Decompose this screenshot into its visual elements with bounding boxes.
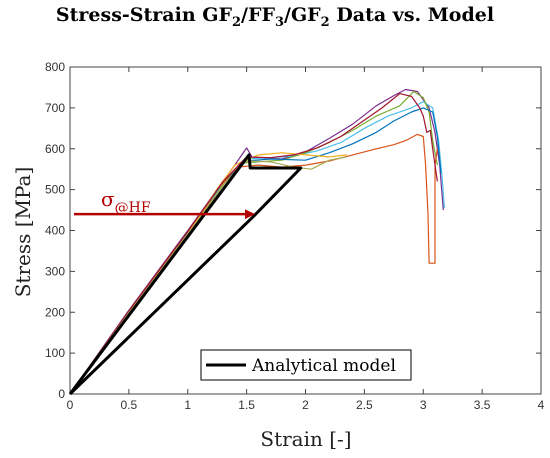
x-tick-label: 1.5 bbox=[238, 398, 255, 412]
annotation-layer: σ@HF bbox=[74, 187, 255, 220]
y-tick-label: 300 bbox=[45, 264, 65, 278]
title-part: Stress-Strain GF bbox=[55, 4, 232, 26]
data-series-line bbox=[69, 88, 444, 395]
x-tick-label: 1 bbox=[184, 398, 191, 412]
chart-title: Stress-Strain GF2/FF3/GF2 Data vs. Model bbox=[0, 4, 550, 30]
title-subscript: 3 bbox=[274, 14, 284, 30]
y-tick-label: 600 bbox=[45, 142, 65, 156]
y-tick-label: 0 bbox=[58, 387, 65, 401]
x-tick-label: 3 bbox=[420, 398, 427, 412]
x-tick-label: 2.5 bbox=[356, 398, 373, 412]
data-series-line bbox=[69, 90, 438, 395]
x-tick-label: 4 bbox=[538, 398, 545, 412]
title-part: /GF bbox=[284, 4, 321, 26]
legend: Analytical model bbox=[200, 349, 412, 381]
x-tick-label: 0.5 bbox=[121, 398, 138, 412]
y-tick-label: 400 bbox=[45, 224, 65, 238]
data-series-line bbox=[69, 93, 438, 395]
x-tick-label: 3.5 bbox=[474, 398, 491, 412]
annotation-symbol: σ bbox=[101, 187, 115, 211]
y-tick-label: 100 bbox=[45, 346, 65, 360]
title-part: Data vs. Model bbox=[329, 4, 495, 26]
x-tick-label: 0 bbox=[67, 398, 74, 412]
title-subscript: 2 bbox=[320, 14, 330, 30]
y-tick-label: 700 bbox=[45, 101, 65, 115]
annotation-label: σ@HF bbox=[101, 187, 151, 216]
title-subscript: 2 bbox=[231, 14, 242, 30]
data-series-line bbox=[69, 101, 445, 395]
plot-frame bbox=[69, 66, 542, 395]
y-axis-title: Stress [MPa] bbox=[11, 167, 35, 298]
x-axis-title: Strain [-] bbox=[260, 427, 351, 451]
y-tick-label: 800 bbox=[45, 60, 65, 74]
axes: 0 0.5 1 1.5 2 2.5 3 3.5 4 0 100 200 300 400 500 600 700 8… bbox=[45, 60, 545, 412]
annotation-subscript: @HF bbox=[115, 200, 151, 216]
x-tick-label: 2 bbox=[302, 398, 309, 412]
legend-label: Analytical model bbox=[251, 356, 396, 376]
title-part: /FF bbox=[241, 4, 275, 26]
y-tick-label: 500 bbox=[45, 183, 65, 197]
series-layer bbox=[68, 88, 445, 396]
data-series-line bbox=[69, 133, 438, 395]
model-line bbox=[68, 153, 303, 396]
y-tick-label: 200 bbox=[45, 305, 65, 319]
